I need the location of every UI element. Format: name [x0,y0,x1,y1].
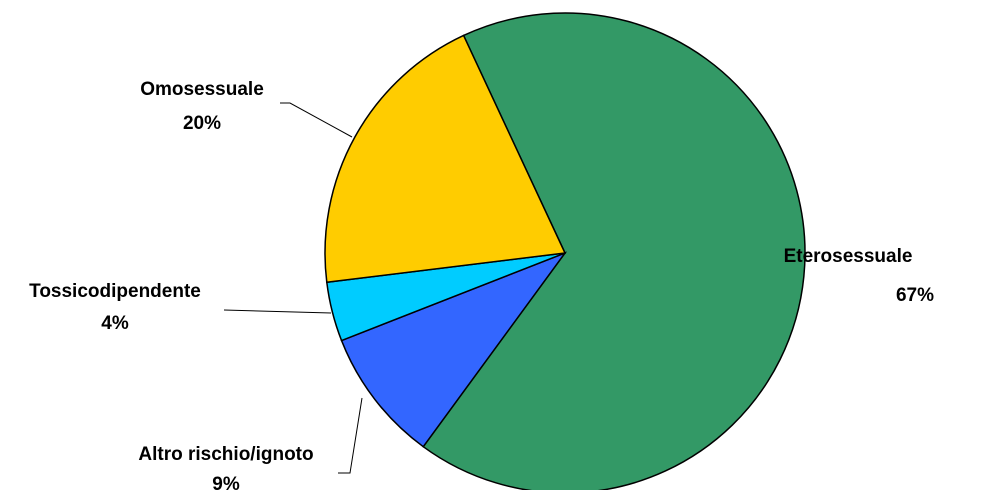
slice-percent-label: 67% [896,285,934,306]
slice-label: Altro rischio/ignoto [138,444,313,465]
leader-line [280,102,353,138]
slice-percent-label: 20% [183,113,221,134]
slice-percent-label: 9% [212,474,240,490]
pie-slice-altro-rischio-ignoto [340,251,568,448]
slice-percent-label: 4% [101,313,129,334]
slice-label: Omosessuale [140,79,264,100]
leader-line [223,309,332,314]
slice-label: Eterosessuale [784,246,913,267]
leader-line [338,397,363,474]
pie-slice-eterosessuale [422,12,806,490]
pie-slice-omosessuale [324,34,567,284]
slice-label: Tossicodipendente [29,281,201,302]
